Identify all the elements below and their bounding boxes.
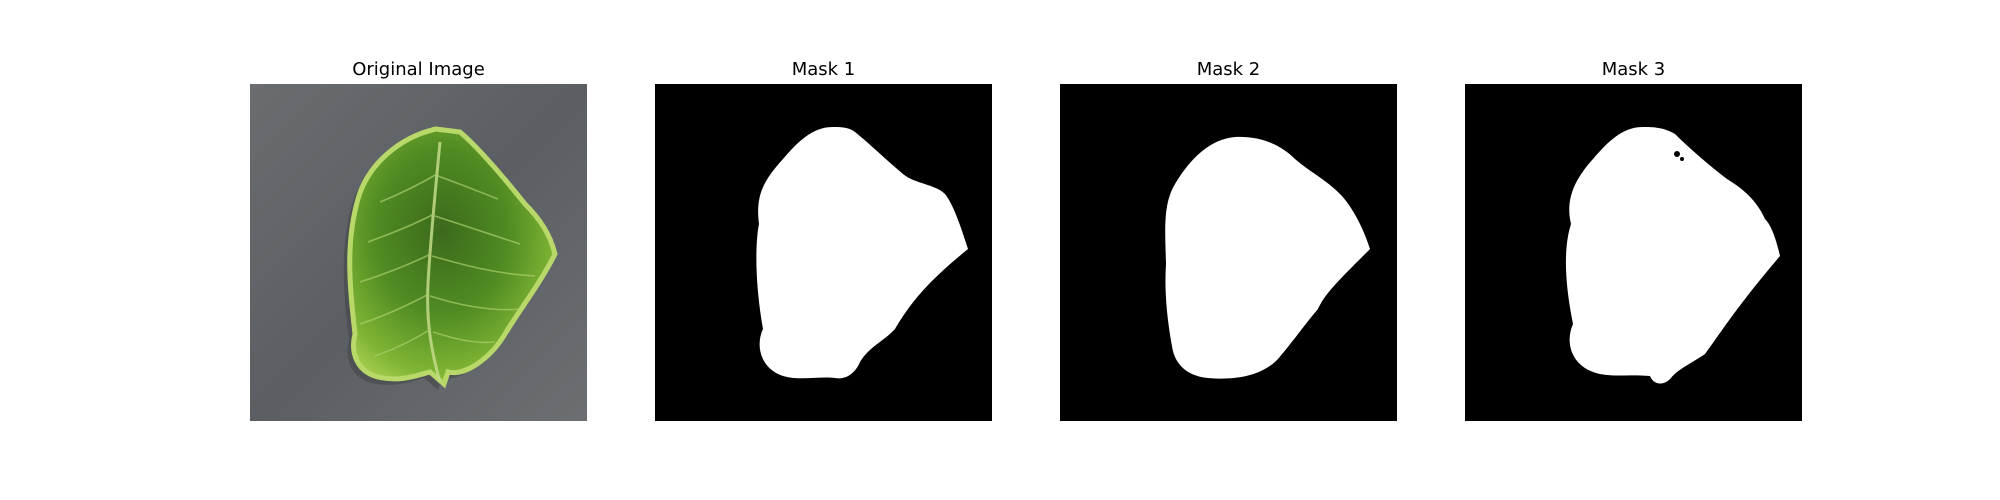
mask-3-image <box>1465 84 1802 421</box>
mask-2-shape <box>1165 136 1370 379</box>
leaf-photo <box>250 84 587 421</box>
mask-2-image <box>1060 84 1397 421</box>
mask-1-image <box>655 84 992 421</box>
panel-title-mask-3: Mask 3 <box>1601 59 1666 80</box>
leaf-midrib <box>426 141 442 383</box>
panel-title-mask-2: Mask 2 <box>1196 59 1261 80</box>
mask-1-shape <box>756 126 968 379</box>
mask-2-panel <box>1060 84 1397 421</box>
panel-title-mask-1: Mask 1 <box>791 59 856 80</box>
panel-title-original: Original Image <box>352 59 485 80</box>
mask-3-shape <box>1565 126 1780 384</box>
leaf-veins <box>359 173 536 357</box>
original-image-panel <box>250 84 587 421</box>
mask-3-panel <box>1465 84 1802 421</box>
mask-1-panel <box>655 84 992 421</box>
